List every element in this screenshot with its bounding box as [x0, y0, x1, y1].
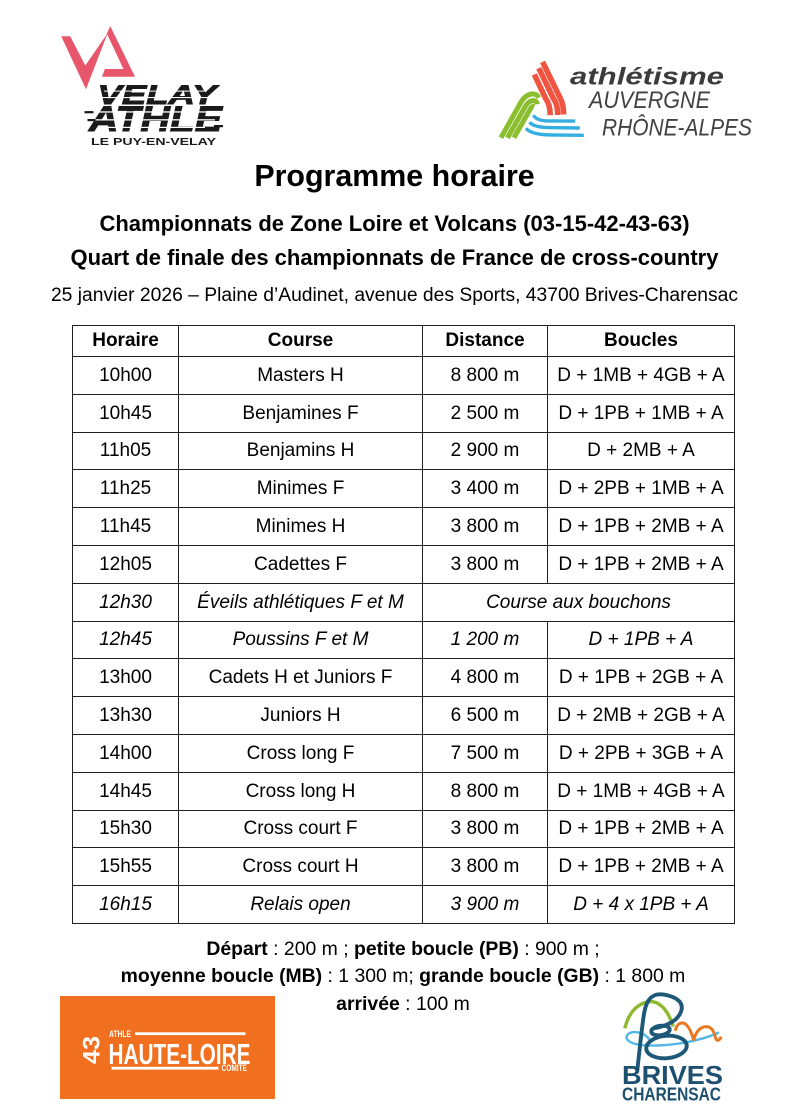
- svg-text:BRIVES: BRIVES: [622, 1060, 723, 1090]
- svg-text:RHÔNE-ALPES: RHÔNE-ALPES: [602, 114, 753, 142]
- svg-text:43: 43: [79, 1036, 106, 1064]
- svg-text:HAUTE-LOIRE: HAUTE-LOIRE: [109, 1039, 251, 1071]
- svg-text:VELAY: VELAY: [98, 80, 220, 110]
- svg-text:AUVERGNE: AUVERGNE: [587, 87, 710, 114]
- svg-text:COMITÉ: COMITÉ: [222, 1063, 248, 1073]
- svg-text:ATHLE: ATHLE: [109, 1029, 131, 1040]
- svg-text:LE PUY-EN-VELAY: LE PUY-EN-VELAY: [91, 136, 216, 148]
- svg-text:athlétisme: athlétisme: [570, 64, 724, 91]
- svg-text:CHARENSAC: CHARENSAC: [622, 1085, 721, 1105]
